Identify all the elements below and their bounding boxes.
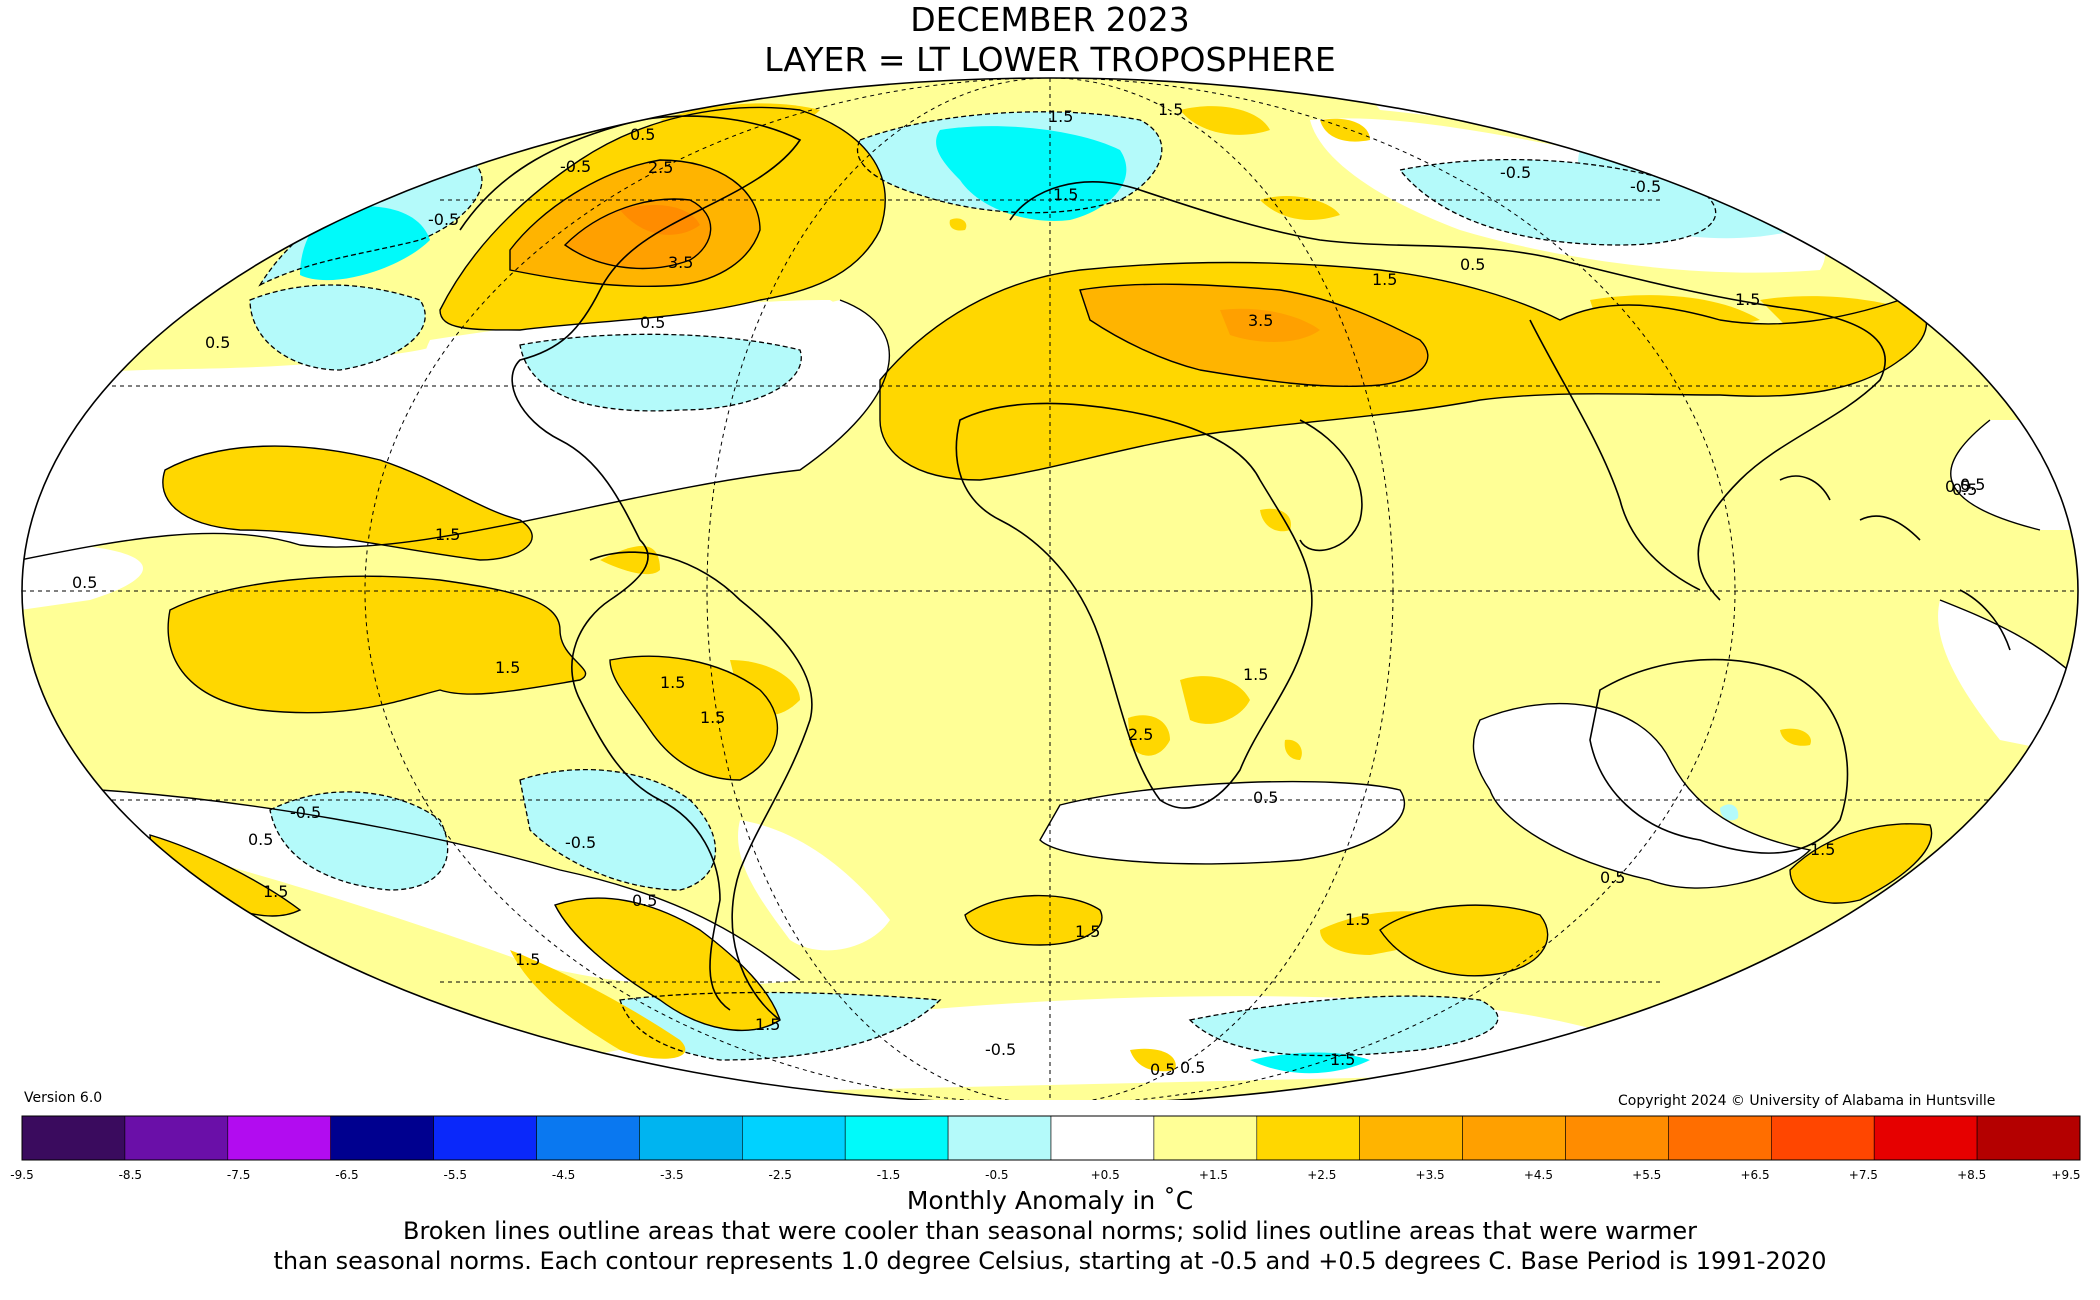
contour-label: 1.5 <box>263 882 288 901</box>
contour-label: 1.5 <box>755 1015 780 1034</box>
contour-label: 1.5 <box>1158 100 1183 119</box>
color-scale-swatch <box>1873 1115 1978 1161</box>
contour-label: 1.5 <box>1810 840 1835 859</box>
copyright-notice: Copyright 2024 © University of Alabama i… <box>1618 1093 1996 1109</box>
color-scale-swatch <box>330 1115 434 1161</box>
contour-label: 1.5 <box>660 673 685 692</box>
contour-label: 1.5 <box>1243 665 1268 684</box>
color-scale-swatch <box>1976 1115 2081 1161</box>
color-scale-tick-label: +7.5 <box>1848 1168 1878 1182</box>
color-scale-frame <box>21 1115 2081 1161</box>
contour-label: 0.5 <box>248 830 273 849</box>
color-scale-swatch <box>947 1115 1052 1161</box>
color-scale-tick-label: -9.5 <box>10 1168 34 1182</box>
contour-label: 3.5 <box>1248 311 1273 330</box>
contour-label: 1.5 <box>515 950 540 969</box>
contour-label: -0.5 <box>1500 163 1531 182</box>
color-scale-swatch <box>1050 1115 1155 1161</box>
map-subtitle: LAYER = LT LOWER TROPOSPHERE <box>764 40 1336 79</box>
color-scale-swatch <box>1565 1115 1669 1161</box>
color-scale-tick-label: -5.5 <box>443 1168 467 1182</box>
contour-label: 0.5 <box>1945 477 1970 496</box>
global-anomaly-map: 0.5 -0.5 1.5 2.5 3.5 -0.5 0.5 1.5 1.5 1.… <box>21 77 2079 1100</box>
contour-label: 0.5 <box>1180 1058 1205 1077</box>
contour-label: -0.5 <box>565 833 596 852</box>
contour-label: -0.5 <box>985 1040 1016 1059</box>
graticule <box>22 77 2078 1100</box>
color-scale-swatch <box>536 1115 640 1161</box>
color-scale-tick-label: -8.5 <box>118 1168 143 1182</box>
contour-label: -0.5 <box>1630 177 1661 196</box>
contour-label: 0.5 <box>1600 868 1625 887</box>
contour-label: -0.5 <box>560 157 591 176</box>
color-scale-swatch <box>1153 1115 1258 1161</box>
color-scale-tick-label: +5.5 <box>1632 1168 1662 1182</box>
contour-label: 1.5 <box>1053 185 1078 204</box>
contour-label: 1.5 <box>1735 290 1760 309</box>
contour-label: 1.5 <box>700 708 725 727</box>
color-scale-tick-label: +0.5 <box>1090 1168 1120 1182</box>
contour-label: 2.5 <box>648 158 673 177</box>
color-scale-swatch <box>741 1115 846 1161</box>
version-label: Version 6.0 <box>24 1090 103 1106</box>
color-scale-swatch <box>1668 1115 1772 1161</box>
contour-label: 0.5 <box>640 313 665 332</box>
color-scale-swatch <box>1771 1115 1875 1161</box>
globe-boundary <box>21 77 2079 1100</box>
contour-label: 1.5 <box>1048 107 1073 126</box>
color-scale-tick-label: +4.5 <box>1523 1168 1553 1182</box>
color-scale-tick-label: -2.5 <box>768 1168 792 1182</box>
color-scale-swatch <box>124 1115 229 1161</box>
color-scale-tick-label: +9.5 <box>2051 1168 2081 1182</box>
color-scale-tick-label: +6.5 <box>1740 1168 1770 1182</box>
color-scale-bar <box>21 1115 2081 1161</box>
color-scale-tick-label: +2.5 <box>1307 1168 1337 1182</box>
contour-label: 0.5 <box>1952 480 1977 499</box>
contour-label: 0.5 <box>630 125 655 144</box>
color-scale-tick-label: -6.5 <box>335 1168 359 1182</box>
contour-label: 1.5 <box>1075 922 1100 941</box>
contour-label: 1.5 <box>1372 270 1397 289</box>
contour-label-layer: 0.5 -0.5 1.5 2.5 3.5 -0.5 0.5 1.5 1.5 1.… <box>72 100 1985 1079</box>
contour-label: -0.5 <box>428 210 459 229</box>
contour-label: 0.5 <box>1150 1060 1175 1079</box>
contour-label: 0.5 <box>632 891 657 910</box>
contour-label: 0.5 <box>72 573 97 592</box>
contour-label: 1.5 <box>495 658 520 677</box>
contour-label: 0.5 <box>1960 475 1985 494</box>
color-scale-swatch <box>433 1115 537 1161</box>
color-scale-swatch <box>21 1115 126 1161</box>
caption-line-2: than seasonal norms. Each contour repres… <box>273 1247 1827 1275</box>
contour-label: -0.5 <box>290 803 321 822</box>
color-scale-swatch <box>844 1115 949 1161</box>
color-scale-tick-label: +1.5 <box>1198 1168 1229 1182</box>
contour-label: 1.5 <box>435 525 460 544</box>
color-scale-tick-label: -1.5 <box>876 1168 901 1182</box>
anomaly-fill-layer <box>22 78 2078 1100</box>
color-scale-swatch <box>1462 1115 1566 1161</box>
map-title: DECEMBER 2023 <box>910 0 1190 39</box>
color-scale-tick-label: +3.5 <box>1415 1168 1445 1182</box>
contour-label: 1.5 <box>1345 910 1370 929</box>
color-scale-swatch <box>227 1115 332 1161</box>
color-scale-tick-label: -7.5 <box>226 1168 251 1182</box>
contour-label: 0.5 <box>205 333 230 352</box>
contour-label: 3.5 <box>668 253 693 272</box>
contour-label: 0.5 <box>1460 255 1485 274</box>
caption-line-1: Broken lines outline areas that were coo… <box>403 1217 1697 1245</box>
contour-label: 0.5 <box>1253 788 1278 807</box>
color-scale-tick-label: -0.5 <box>985 1168 1009 1182</box>
color-scale-swatch <box>639 1115 743 1161</box>
color-scale-tick-label: -3.5 <box>660 1168 684 1182</box>
color-scale-swatch <box>1359 1115 1463 1161</box>
color-scale-unit-label: Monthly Anomaly in ˚C <box>906 1186 1194 1215</box>
color-scale-swatch <box>1256 1115 1361 1161</box>
contour-label: 1.5 <box>1330 1050 1355 1069</box>
color-scale-tick-label: -4.5 <box>551 1168 576 1182</box>
coastlines <box>459 115 2011 1021</box>
color-scale-tick-label: +8.5 <box>1957 1168 1987 1182</box>
contour-label: 2.5 <box>1128 725 1153 744</box>
